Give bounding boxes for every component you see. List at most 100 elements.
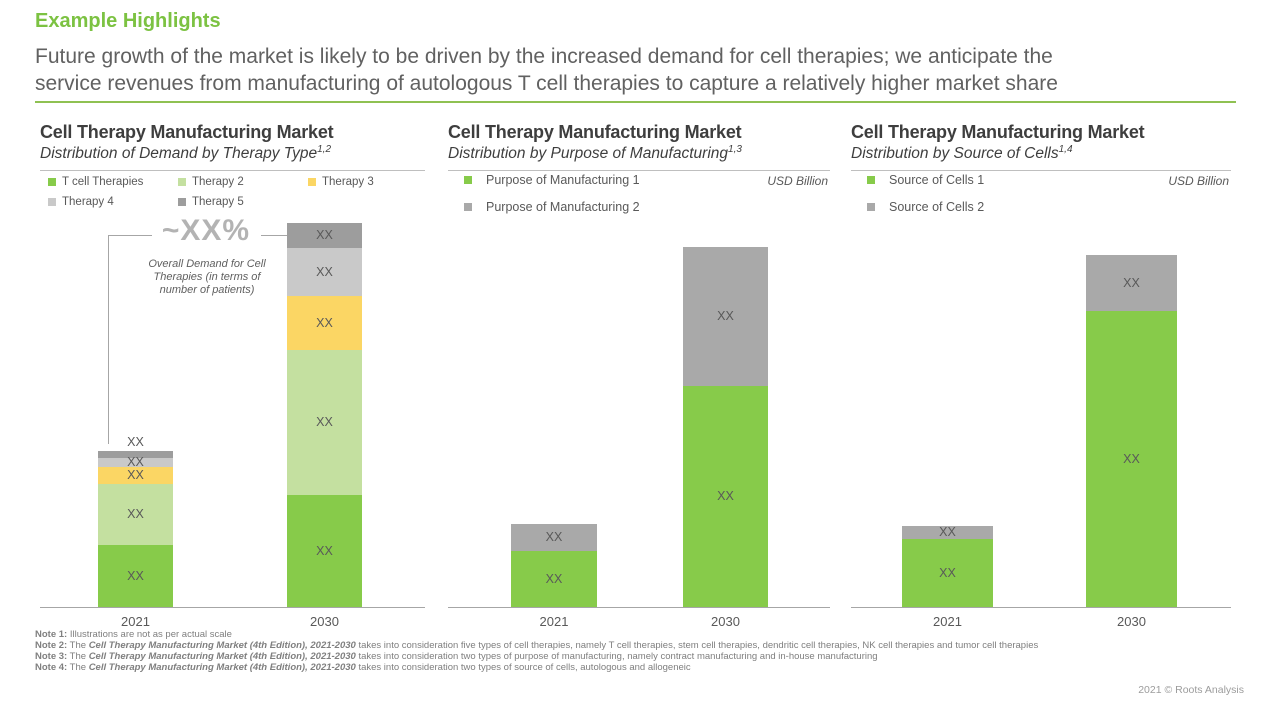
bar-segment-therapy-4-2021: XX	[98, 455, 173, 470]
legend-item-label: T cell Therapies	[62, 176, 144, 188]
chart-title-rule	[851, 170, 1231, 171]
annotation-value: ~XX%	[161, 214, 251, 247]
bar-segment-source-of-cells-1-2030: XX	[1086, 311, 1177, 607]
legend-item: Source of Cells 2	[867, 200, 984, 214]
bar-segment-source-of-cells-2-2021: XX	[902, 526, 993, 539]
legend-item-label: Therapy 2	[192, 176, 244, 188]
note-report-title: Cell Therapy Manufacturing Market (4th E…	[88, 662, 356, 673]
bar-segment-therapy-5-2021: XX	[98, 435, 173, 458]
headline-line-1: Future growth of the market is likely to…	[35, 45, 1053, 68]
x-axis-label-2021: 2021	[539, 614, 569, 629]
x-axis-label-2021: 2021	[933, 614, 962, 629]
chart-title: Cell Therapy Manufacturing Market	[851, 122, 1145, 142]
note-label: Note 2:	[35, 640, 68, 651]
chart-source-of-cells: Cell Therapy Manufacturing Market Distrib…	[851, 122, 1231, 634]
bar-2030: XX XX	[1086, 255, 1177, 607]
legend-item-label: Source of Cells 2	[889, 200, 985, 214]
legend-item: Therapy 5	[178, 196, 308, 208]
bar-2021: XX XX	[902, 526, 993, 607]
note-label: Note 4:	[35, 662, 68, 673]
x-axis-label-2030: 2030	[1117, 614, 1146, 629]
bar-segment-value: XX	[127, 468, 144, 483]
bar-segment-therapy-2-2030: XX	[287, 350, 362, 495]
legend-item: Purpose of Manufacturing 2	[464, 200, 640, 214]
note-text: The	[67, 640, 89, 651]
legend-item: Therapy 3	[308, 176, 374, 188]
bar-segment-value: XX	[316, 228, 333, 243]
legend-item-label: Therapy 5	[192, 196, 244, 208]
bar-2021: XX XX	[511, 524, 597, 607]
x-axis-line	[40, 607, 425, 608]
note-report-title: Cell Therapy Manufacturing Market (4th E…	[88, 651, 356, 662]
chart-title: Cell Therapy Manufacturing Market	[40, 122, 334, 142]
bar-segment-value: XX	[127, 455, 144, 470]
bar-segment-t-cell-therapies-2030: XX	[287, 495, 362, 607]
copyright-footer: 2021 © Roots Analysis	[1138, 684, 1244, 696]
legend-swatch-icon	[48, 178, 56, 186]
bar-segment-purpose-of-manufacturing-1-2030: XX	[683, 386, 768, 607]
bar-segment-therapy-5-2030: XX	[287, 223, 362, 248]
note-text: takes into consideration two types of pu…	[355, 651, 878, 662]
annotation-bracket-left-line	[108, 235, 152, 236]
legend: Source of Cells 1 Source of Cells 2	[867, 173, 984, 227]
chart-subtitle-text: Distribution by Purpose of Manufacturing	[448, 145, 729, 163]
legend-swatch-icon	[178, 198, 186, 206]
bar-segment-source-of-cells-2-2030: XX	[1086, 255, 1177, 311]
x-axis-line	[448, 607, 830, 608]
bar-segment-therapy-4-2030: XX	[287, 248, 362, 296]
chart-demand-by-therapy-type: Cell Therapy Manufacturing Market Distrib…	[40, 122, 425, 634]
legend-item-label: Therapy 4	[62, 196, 114, 208]
chart-subtitle: Distribution of Demand by Therapy Type1,…	[40, 144, 425, 163]
x-axis-label-2030: 2030	[711, 614, 740, 629]
legend: Purpose of Manufacturing 1 Purpose of Man…	[464, 173, 640, 227]
bar-segment-value: XX	[316, 264, 333, 279]
bar-segment-value: XX	[127, 568, 144, 583]
chart-subtitle-superscript: 1,3	[728, 144, 742, 155]
annotation-bracket-right-line	[261, 235, 287, 236]
note-line-3: Note 3: The Cell Therapy Manufacturing M…	[35, 651, 1245, 662]
legend-swatch-icon	[178, 178, 186, 186]
bar-segment-value: XX	[939, 565, 956, 580]
bar-2021: XX XX XX XX XX	[98, 435, 173, 607]
note-line-1: Note 1: Illustrations are not as per act…	[35, 629, 1245, 640]
bar-segment-value: XX	[717, 309, 734, 324]
note-text: The	[67, 651, 89, 662]
bar-segment-value: XX	[316, 543, 333, 558]
legend-item: Therapy 4	[48, 196, 178, 208]
chart-subtitle-superscript: 1,2	[317, 144, 332, 155]
legend-swatch-icon	[464, 176, 472, 184]
legend-swatch-icon	[867, 176, 875, 184]
annotation-bracket-vertical-line	[108, 235, 109, 444]
legend-item: Purpose of Manufacturing 1	[464, 173, 640, 187]
note-text: takes into consideration five types of c…	[355, 640, 1039, 651]
legend: T cell Therapies Therapy 2 Therapy 3 Therap…	[48, 176, 374, 208]
chart-title-rule	[40, 170, 425, 171]
legend-item: Therapy 2	[178, 176, 308, 188]
headline: Future growth of the market is likely to…	[35, 43, 1250, 97]
bar-segment-purpose-of-manufacturing-1-2021: XX	[511, 551, 597, 607]
chart-subtitle-superscript: 1,4	[1058, 144, 1073, 155]
note-text: Illustrations are not as per actual scal…	[67, 629, 232, 640]
legend-item-label: Purpose of Manufacturing 1	[486, 173, 640, 187]
note-text: takes into consideration two types of so…	[355, 662, 691, 673]
bar-segment-therapy-3-2030: XX	[287, 296, 362, 350]
bar-segment-value: XX	[127, 507, 144, 522]
note-line-2: Note 2: The Cell Therapy Manufacturing M…	[35, 640, 1245, 651]
bar-segment-value: XX	[127, 435, 144, 449]
bar-segment-therapy-2-2021: XX	[98, 484, 173, 545]
legend-swatch-icon	[464, 203, 472, 211]
legend-item: T cell Therapies	[48, 176, 178, 188]
note-label: Note 1:	[35, 629, 68, 640]
bar-segment-purpose-of-manufacturing-2-2021: XX	[511, 524, 597, 551]
note-report-title: Cell Therapy Manufacturing Market (4th E…	[88, 640, 356, 651]
legend-swatch-icon	[308, 178, 316, 186]
note-line-4: Note 4: The Cell Therapy Manufacturing M…	[35, 662, 1245, 673]
chart-title-rule	[448, 170, 830, 171]
bar-segment-t-cell-therapies-2021: XX	[98, 545, 173, 607]
legend-item: Source of Cells 1	[867, 173, 984, 187]
footnotes: Note 1: Illustrations are not as per act…	[35, 629, 1245, 673]
bar-segment-value: XX	[1123, 451, 1140, 466]
bar-segment-value: XX	[316, 415, 333, 430]
chart-subtitle-text: Distribution of Demand by Therapy Type	[40, 145, 318, 163]
chart-title: Cell Therapy Manufacturing Market	[448, 122, 742, 142]
